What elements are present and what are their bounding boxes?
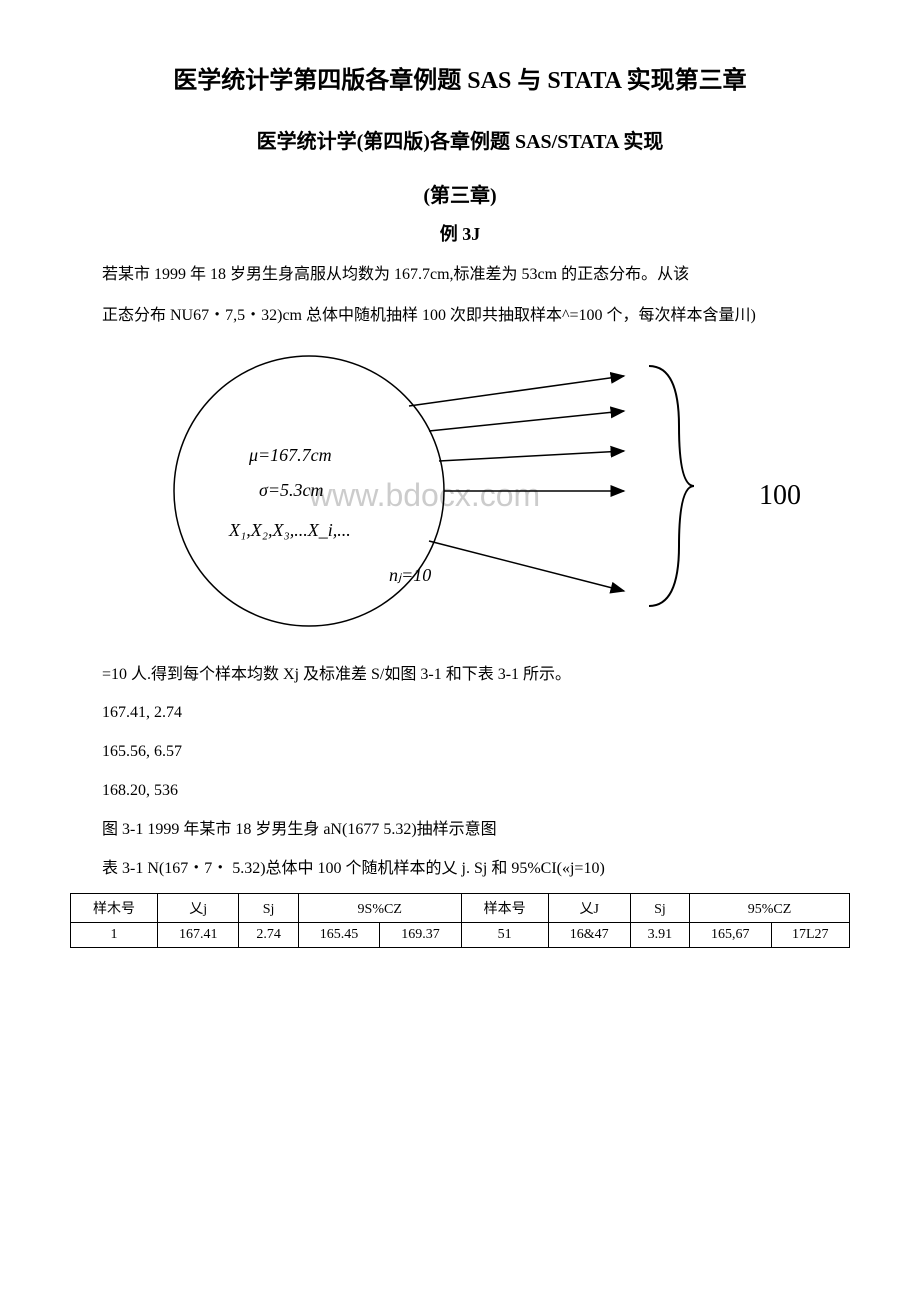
table-row: 1 167.41 2.74 165.45 169.37 51 16&47 3.9… xyxy=(71,923,850,948)
sample-arrow-3 xyxy=(439,451,624,461)
header-cell: 乂J xyxy=(548,894,630,923)
watermark-text: www.bdocx.com xyxy=(308,477,540,513)
paragraph-1: 若某市 1999 年 18 岁男生身高服从均数为 167.7cm,标准差为 53… xyxy=(70,261,850,290)
sample-arrow-1 xyxy=(409,376,624,406)
header-cell: 样木号 xyxy=(71,894,158,923)
header-cell: 9S%CZ xyxy=(298,894,461,923)
header-cell: 乂j xyxy=(158,894,239,923)
chapter-title: (第三章) xyxy=(70,179,850,208)
sample-table: 样木号 乂j Sj 9S%CZ 样本号 乂J Sj 95%CZ 1 167.41… xyxy=(70,893,850,948)
figure-caption: 图 3-1 1999 年某市 18 岁男生身 aN(1677 5.32)抽样示意… xyxy=(102,816,850,845)
table-cell: 165,67 xyxy=(690,923,771,948)
x-label: X₁,X₂,X₃,...X_i,... xyxy=(228,520,351,540)
table-cell: 16&47 xyxy=(548,923,630,948)
sample-arrow-2 xyxy=(429,411,624,431)
table-cell: 169.37 xyxy=(380,923,461,948)
example-title: 例 3J xyxy=(70,220,850,246)
header-cell: 样本号 xyxy=(461,894,548,923)
paragraph-2: 正态分布 NU67・7,5・32)cm 总体中随机抽样 100 次即共抽取样本^… xyxy=(70,302,850,331)
table-cell: 3.91 xyxy=(630,923,689,948)
table-cell: 17L27 xyxy=(771,923,849,948)
sample-arrow-5 xyxy=(429,541,624,591)
header-cell: 95%CZ xyxy=(690,894,850,923)
subtitle: 医学统计学(第四版)各章例题 SAS/STATA 实现 xyxy=(70,125,850,154)
main-title: 医学统计学第四版各章例题 SAS 与 STATA 实现第三章 xyxy=(70,60,850,95)
sampling-diagram: www.bdocx.com μ=167.7cm σ=5.3cm X₁,X₂,X₃… xyxy=(70,351,850,641)
table-cell: 2.74 xyxy=(239,923,298,948)
diagram-svg: www.bdocx.com μ=167.7cm σ=5.3cm X₁,X₂,X₃… xyxy=(119,351,739,641)
data-line-1: 167.41, 2.74 xyxy=(102,699,850,728)
paragraph-3: =10 人.得到每个样本均数 Xj 及标准差 S/如图 3-1 和下表 3-1 … xyxy=(102,661,850,690)
header-cell: Sj xyxy=(239,894,298,923)
sigma-label: σ=5.3cm xyxy=(259,480,324,500)
hundred-label: 100 xyxy=(759,480,801,512)
table-cell: 165.45 xyxy=(298,923,379,948)
table-caption: 表 3-1 N(167・7・ 5.32)总体中 100 个随机样本的乂 j. S… xyxy=(102,855,850,884)
data-line-3: 168.20, 536 xyxy=(102,777,850,806)
mu-label: μ=167.7cm xyxy=(248,445,332,465)
table-cell: 167.41 xyxy=(158,923,239,948)
n-label: nⱼ=10 xyxy=(389,565,431,585)
data-line-2: 165.56, 6.57 xyxy=(102,738,850,767)
table-cell: 51 xyxy=(461,923,548,948)
table-header-row: 样木号 乂j Sj 9S%CZ 样本号 乂J Sj 95%CZ xyxy=(71,894,850,923)
header-cell: Sj xyxy=(630,894,689,923)
table-cell: 1 xyxy=(71,923,158,948)
brace xyxy=(649,366,694,606)
